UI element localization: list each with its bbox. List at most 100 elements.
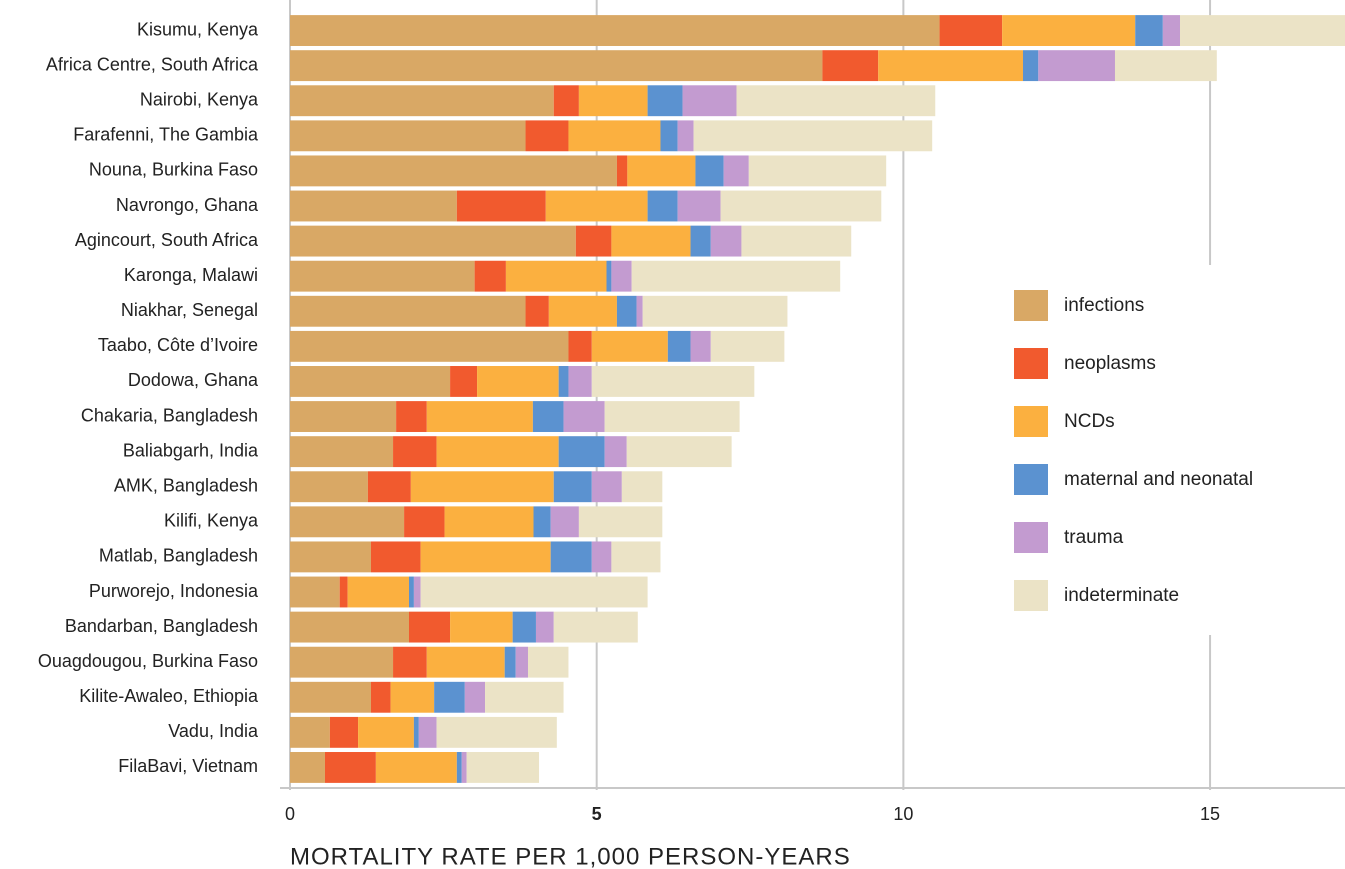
bar-segment	[370, 681, 391, 713]
legend-label: NCDs	[1064, 411, 1115, 432]
x-tick-label: 10	[893, 804, 913, 824]
bar-segment	[723, 155, 749, 187]
y-tick-label: Vadu, India	[168, 721, 259, 741]
bar-segment	[426, 401, 533, 432]
bar-segment	[677, 190, 721, 222]
bar-segment	[418, 716, 437, 748]
legend-swatch	[1014, 406, 1048, 437]
legend-label: maternal and neonatal	[1064, 469, 1253, 490]
bar-segment	[548, 295, 617, 327]
bar-segment	[290, 225, 576, 257]
bar-segment	[390, 681, 435, 713]
bar-segment	[444, 506, 534, 538]
bar-segment	[290, 155, 617, 187]
bar-segment	[1114, 50, 1217, 82]
bar-segment	[408, 611, 451, 643]
bar-segment	[525, 295, 549, 327]
y-tick-label: Kilite-Awaleo, Ethiopia	[79, 686, 259, 706]
bar-segment	[532, 401, 564, 432]
bar-segment	[329, 716, 359, 748]
bar-segment	[616, 295, 637, 327]
bar-segment	[393, 436, 437, 468]
bars	[290, 15, 1345, 783]
bar-segment	[1135, 15, 1163, 46]
bar-segment	[290, 50, 823, 82]
x-tick-label: 5	[592, 804, 602, 824]
bar-segment	[677, 120, 694, 152]
bar-segment	[878, 50, 1023, 82]
labels: 0 5 10 15 Kisumu, Kenya Africa Centre, South …	[38, 19, 1220, 823]
bar-segment	[1038, 50, 1115, 82]
bar-segment	[611, 260, 632, 292]
bar-segment	[290, 752, 325, 783]
bar-segment	[578, 506, 663, 538]
bar-segment	[690, 225, 711, 257]
bar-segment	[290, 401, 397, 432]
bar-segment	[568, 120, 661, 152]
y-tick-label: Nairobi, Kenya	[140, 89, 259, 109]
bar-segment	[578, 85, 648, 117]
y-tick-label: Bandarban, Bangladesh	[65, 616, 258, 636]
bar-segment	[456, 752, 462, 783]
bar-segment	[550, 541, 592, 573]
bar-segment	[1002, 15, 1136, 46]
bar-segment	[290, 295, 526, 327]
bar-segment	[553, 471, 592, 503]
bar-segment	[347, 576, 409, 608]
bar-segment	[710, 225, 742, 257]
legend-swatch	[1014, 522, 1048, 553]
bar-segment	[410, 471, 554, 503]
y-tick-label: Nouna, Burkina Faso	[89, 160, 258, 180]
bar-segment	[606, 260, 612, 292]
bar-segment	[1180, 15, 1345, 46]
bar-segment	[545, 190, 648, 222]
y-tick-label: Purworejo, Indonesia	[89, 581, 259, 601]
legend-label: trauma	[1064, 527, 1124, 548]
bar-segment	[290, 436, 394, 468]
bar-segment	[504, 646, 516, 678]
bar-segment	[553, 85, 579, 117]
bar-segment	[324, 752, 376, 783]
bar-segment	[682, 85, 737, 117]
bar-segment	[627, 155, 696, 187]
bar-segment	[375, 752, 457, 783]
bar-segment	[367, 471, 411, 503]
legend-swatch	[1014, 464, 1048, 495]
y-tick-label: Farafenni, The Gambia	[73, 125, 259, 145]
bar-segment	[413, 576, 421, 608]
bar-segment	[741, 225, 852, 257]
bar-segment	[527, 646, 569, 678]
bar-segment	[420, 576, 648, 608]
y-tick-label: AMK, Bangladesh	[114, 475, 258, 495]
bar-segment	[466, 752, 540, 783]
bar-segment	[464, 681, 486, 713]
bar-segment	[434, 681, 465, 713]
y-tick-label: Navrongo, Ghana	[116, 195, 259, 215]
bar-segment	[525, 120, 569, 152]
legend: infections neoplasms NCDs maternal and neon…	[1000, 265, 1253, 635]
y-tick-label: Agincourt, South Africa	[75, 230, 259, 250]
bar-segment	[290, 681, 371, 713]
legend-label: indeterminate	[1064, 585, 1179, 606]
y-tick-label: Niakhar, Senegal	[121, 300, 258, 320]
bar-segment	[290, 15, 940, 46]
bar-segment	[290, 506, 405, 538]
bar-segment	[393, 646, 427, 678]
bar-segment	[604, 436, 627, 468]
bar-segment	[631, 260, 841, 292]
bar-segment	[290, 716, 330, 748]
bar-segment	[436, 716, 557, 748]
y-tick-label: Baliabgarh, India	[123, 440, 259, 460]
bar-segment	[642, 295, 788, 327]
bar-segment	[436, 436, 559, 468]
bar-segment	[339, 576, 348, 608]
bar-segment	[533, 506, 551, 538]
bar-segment	[621, 471, 663, 503]
bar-segment	[568, 366, 592, 397]
y-tick-label: Karonga, Malawi	[124, 265, 258, 285]
y-tick-label: Chakaria, Bangladesh	[81, 405, 258, 425]
bar-segment	[939, 15, 1003, 46]
bar-segment	[710, 330, 785, 362]
bar-segment	[647, 190, 678, 222]
bar-segment	[474, 260, 506, 292]
